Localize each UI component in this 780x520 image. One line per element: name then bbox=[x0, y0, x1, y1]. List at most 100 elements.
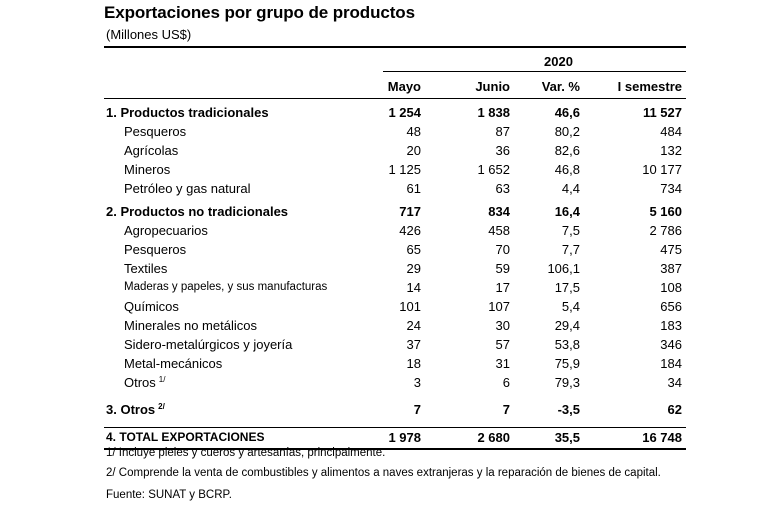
row-label: Agropecuarios bbox=[124, 223, 208, 238]
table-row-tradicionales: 1. Productos tradicionales 1 254 1 838 4… bbox=[104, 103, 686, 122]
row-label: 3. Otros 2/ bbox=[106, 402, 165, 417]
cell-mayo: 14 bbox=[406, 280, 421, 295]
cell-junio: 107 bbox=[488, 299, 510, 314]
cell-mayo: 3 bbox=[413, 375, 421, 390]
table-row-no-tradicionales: 2. Productos no tradicionales 717 834 16… bbox=[104, 202, 686, 221]
row-label: Otros 1/ bbox=[124, 375, 165, 390]
row-label: Químicos bbox=[124, 299, 179, 314]
table-row: Sidero-metalúrgicos y joyería 37 57 53,8… bbox=[104, 335, 686, 354]
cell-junio: 70 bbox=[495, 242, 510, 257]
cell-junio: 1 838 bbox=[477, 105, 510, 120]
cell-junio: 59 bbox=[495, 261, 510, 276]
year-underline bbox=[383, 71, 686, 72]
cell-junio: 2 680 bbox=[477, 430, 510, 445]
cell-semestre: 62 bbox=[667, 402, 682, 417]
column-header-row: Mayo Junio Var. % I semestre bbox=[104, 72, 686, 98]
column-header-var: Var. % bbox=[541, 79, 580, 94]
row-label: Mineros bbox=[124, 162, 171, 177]
cell-var: 106,1 bbox=[547, 261, 580, 276]
cell-var: 16,4 bbox=[554, 204, 580, 219]
row-label: 2. Productos no tradicionales bbox=[106, 204, 289, 219]
cell-semestre: 184 bbox=[660, 356, 682, 371]
footnote-1: 1/ Incluye pieles y cueros y artesanías,… bbox=[106, 447, 386, 459]
cell-mayo: 29 bbox=[406, 261, 421, 276]
column-header-semestre: I semestre bbox=[617, 79, 682, 94]
cell-var: 75,9 bbox=[554, 356, 580, 371]
cell-mayo: 61 bbox=[406, 181, 421, 196]
cell-semestre: 346 bbox=[660, 337, 682, 352]
cell-junio: 87 bbox=[495, 124, 510, 139]
footnote-ref: 1/ bbox=[158, 375, 166, 384]
cell-junio: 63 bbox=[495, 181, 510, 196]
cell-junio: 834 bbox=[488, 204, 510, 219]
cell-semestre: 10 177 bbox=[642, 162, 682, 177]
cell-var: -3,5 bbox=[557, 402, 580, 417]
exports-table: 2020 Mayo Junio Var. % I semestre 1. Pro… bbox=[104, 46, 686, 450]
table-row: Minerales no metálicos 24 30 29,4 183 bbox=[104, 316, 686, 335]
cell-semestre: 387 bbox=[660, 261, 682, 276]
row-label: Pesqueros bbox=[124, 242, 187, 257]
row-label: Pesqueros bbox=[124, 124, 187, 139]
table-row: Químicos 101 107 5,4 656 bbox=[104, 297, 686, 316]
table-row: Mineros 1 125 1 652 46,8 10 177 bbox=[104, 160, 686, 179]
row-label: Petróleo y gas natural bbox=[124, 181, 251, 196]
cell-mayo: 24 bbox=[406, 318, 421, 333]
row-label: 1. Productos tradicionales bbox=[106, 105, 269, 120]
cell-semestre: 734 bbox=[660, 181, 682, 196]
bottom-rule bbox=[104, 448, 686, 450]
table-row-total: 4. TOTAL EXPORTACIONES 1 978 2 680 35,5 … bbox=[104, 428, 686, 448]
cell-junio: 1 652 bbox=[477, 162, 510, 177]
table-row: Petróleo y gas natural 61 63 4,4 734 bbox=[104, 179, 686, 198]
cell-mayo: 37 bbox=[406, 337, 421, 352]
cell-semestre: 11 527 bbox=[642, 105, 682, 120]
row-label: Textiles bbox=[124, 261, 168, 276]
cell-semestre: 2 786 bbox=[649, 223, 682, 238]
footnotes: 1/ Incluye pieles y cueros y artesanías,… bbox=[106, 444, 681, 505]
cell-var: 46,6 bbox=[554, 105, 580, 120]
cell-junio: 458 bbox=[488, 223, 510, 238]
cell-junio: 30 bbox=[495, 318, 510, 333]
cell-mayo: 65 bbox=[406, 242, 421, 257]
cell-var: 79,3 bbox=[554, 375, 580, 390]
table-row: Pesqueros 65 70 7,7 475 bbox=[104, 240, 686, 259]
row-label: Metal-mecánicos bbox=[124, 356, 223, 371]
cell-mayo: 426 bbox=[399, 223, 421, 238]
row-label: 4. TOTAL EXPORTACIONES bbox=[106, 430, 265, 444]
cell-junio: 31 bbox=[495, 356, 510, 371]
cell-mayo: 7 bbox=[413, 402, 421, 417]
year-header-row: 2020 bbox=[104, 48, 686, 72]
cell-var: 29,4 bbox=[554, 318, 580, 333]
cell-var: 4,4 bbox=[561, 181, 580, 196]
cell-mayo: 1 254 bbox=[388, 105, 421, 120]
table-subtitle: (Millones US$) bbox=[106, 27, 192, 42]
cell-var: 80,2 bbox=[554, 124, 580, 139]
column-header-mayo: Mayo bbox=[387, 79, 421, 94]
cell-semestre: 475 bbox=[660, 242, 682, 257]
cell-semestre: 16 748 bbox=[642, 430, 682, 445]
cell-var: 46,8 bbox=[554, 162, 580, 177]
cell-var: 82,6 bbox=[554, 143, 580, 158]
cell-semestre: 108 bbox=[660, 280, 682, 295]
cell-mayo: 717 bbox=[399, 204, 421, 219]
cell-junio: 57 bbox=[495, 337, 510, 352]
cell-var: 17,5 bbox=[554, 280, 580, 295]
cell-mayo: 1 125 bbox=[388, 162, 421, 177]
year-header: 2020 bbox=[544, 54, 573, 69]
column-header-junio: Junio bbox=[475, 79, 510, 94]
footnote-ref: 2/ bbox=[158, 402, 165, 411]
table-row: Agrícolas 20 36 82,6 132 bbox=[104, 141, 686, 160]
cell-junio: 6 bbox=[502, 375, 510, 390]
cell-semestre: 132 bbox=[660, 143, 682, 158]
footnote-2: 2/ Comprende la venta de combustibles y … bbox=[106, 467, 661, 479]
cell-mayo: 20 bbox=[406, 143, 421, 158]
table-row: Textiles 29 59 106,1 387 bbox=[104, 259, 686, 278]
cell-var: 7,5 bbox=[561, 223, 580, 238]
table-row: Otros 1/ 3 6 79,3 34 bbox=[104, 373, 686, 392]
table-row: Metal-mecánicos 18 31 75,9 184 bbox=[104, 354, 686, 373]
cell-junio: 17 bbox=[495, 280, 510, 295]
source-note: Fuente: SUNAT y BCRP. bbox=[106, 489, 232, 501]
table-row: Maderas y papeles, y sus manufacturas 14… bbox=[104, 278, 686, 297]
cell-junio: 7 bbox=[502, 402, 510, 417]
cell-mayo: 101 bbox=[399, 299, 421, 314]
row-label-text: Otros bbox=[124, 375, 156, 390]
